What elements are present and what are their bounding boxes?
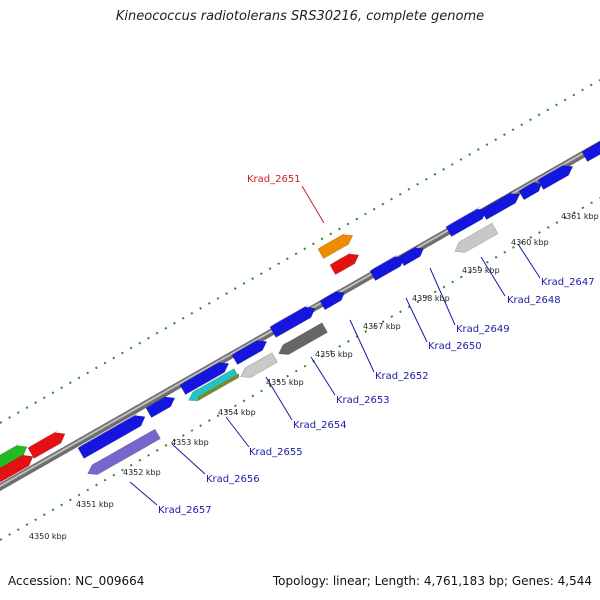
gene-label-krad-2647[interactable]: Krad_2647 xyxy=(541,277,595,288)
kbp-label: 4352 kbp xyxy=(123,468,161,477)
gene-label-krad-2649[interactable]: Krad_2649 xyxy=(456,324,510,335)
label-leader-lines xyxy=(129,185,541,506)
gene-label-krad-2650[interactable]: Krad_2650 xyxy=(428,341,482,352)
gene-blue-11[interactable] xyxy=(518,179,542,201)
gene-blue-6[interactable] xyxy=(319,288,345,311)
kbp-label: 4361 kbp xyxy=(561,212,599,221)
kbp-label: 4355 kbp xyxy=(266,378,304,387)
gene-blue-5[interactable] xyxy=(269,304,316,338)
gene-blue-10[interactable] xyxy=(480,190,521,220)
gene-label-krad-2651[interactable]: Krad_2651 xyxy=(247,174,301,185)
gene-label-krad-2657[interactable]: Krad_2657 xyxy=(158,505,212,516)
kbp-label: 4357 kbp xyxy=(363,322,401,331)
gene-label-krad-2653[interactable]: Krad_2653 xyxy=(336,395,390,406)
kbp-label: 4356 kbp xyxy=(315,350,353,359)
gene-red-3[interactable] xyxy=(329,251,360,275)
kbp-label: 4358 kbp xyxy=(412,294,450,303)
kbp-label: 4350 kbp xyxy=(29,532,67,541)
kbp-label: 4360 kbp xyxy=(511,238,549,247)
gene-red-2[interactable] xyxy=(27,429,66,459)
gene-blue-13[interactable] xyxy=(581,136,600,162)
gene-label-krad-2656[interactable]: Krad_2656 xyxy=(206,474,260,485)
gene-orange[interactable] xyxy=(317,231,354,259)
gene-red-1[interactable] xyxy=(0,452,34,483)
genome-summary: Topology: linear; Length: 4,761,183 bp; … xyxy=(272,574,592,588)
tick-rail-lower xyxy=(0,197,600,541)
gene-silver-2[interactable] xyxy=(454,222,499,253)
gene-blue-2[interactable] xyxy=(145,394,176,418)
gene-blue-1[interactable] xyxy=(77,412,146,459)
genome-title: Kineococcus radiotolerans SRS30216, comp… xyxy=(115,9,485,24)
gene-label-krad-2652[interactable]: Krad_2652 xyxy=(375,371,429,382)
gene-cyan-olive[interactable] xyxy=(187,368,240,402)
gene-blue-3[interactable] xyxy=(179,359,230,395)
gene-blue-4[interactable] xyxy=(231,337,268,365)
gene-purple[interactable] xyxy=(87,428,161,475)
gene-blue-12[interactable] xyxy=(537,162,574,190)
gene-blue-8[interactable] xyxy=(398,244,424,267)
kbp-label: 4351 kbp xyxy=(76,500,114,509)
tick-rail-upper xyxy=(0,79,600,424)
gene-label-krad-2654[interactable]: Krad_2654 xyxy=(293,420,347,431)
gene-silver-1[interactable] xyxy=(240,352,278,378)
gene-green[interactable] xyxy=(0,442,28,472)
kbp-label: 4353 kbp xyxy=(171,438,209,447)
gene-grey[interactable] xyxy=(278,322,328,355)
kbp-label: 4359 kbp xyxy=(462,266,500,275)
accession-label: Accession: NC_009664 xyxy=(8,574,145,588)
gene-label-krad-2648[interactable]: Krad_2648 xyxy=(507,295,561,306)
kbp-label: 4354 kbp xyxy=(218,408,256,417)
gene-label-krad-2655[interactable]: Krad_2655 xyxy=(249,447,303,458)
